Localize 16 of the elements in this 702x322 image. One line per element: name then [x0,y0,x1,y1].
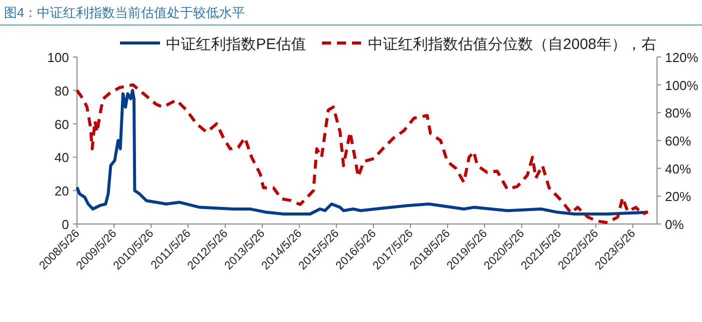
y2-tick-label: 120% [665,50,699,65]
y2-tick-label: 60% [665,134,692,148]
y-tick-label: 40 [54,150,69,166]
y-tick-label: 60 [54,116,69,132]
y-tick-label: 0 [62,217,69,232]
y-tick-label: 100 [47,50,69,65]
legend-label: 中证红利指数估值分位数（自2008年），右 [368,36,656,53]
y-tick-label: 20 [54,184,69,199]
chart-title: 图4：中证红利指数当前估值处于较低水平 [4,5,246,20]
y2-tick-label: 40% [665,161,692,176]
y2-tick-label: 20% [665,189,692,204]
legend-label: 中证红利指数PE估值 [166,36,306,53]
y2-tick-label: 80% [665,106,692,121]
y2-tick-label: 0% [665,217,684,232]
y2-tick-label: 100% [665,78,699,93]
y-tick-label: 80 [54,83,69,98]
